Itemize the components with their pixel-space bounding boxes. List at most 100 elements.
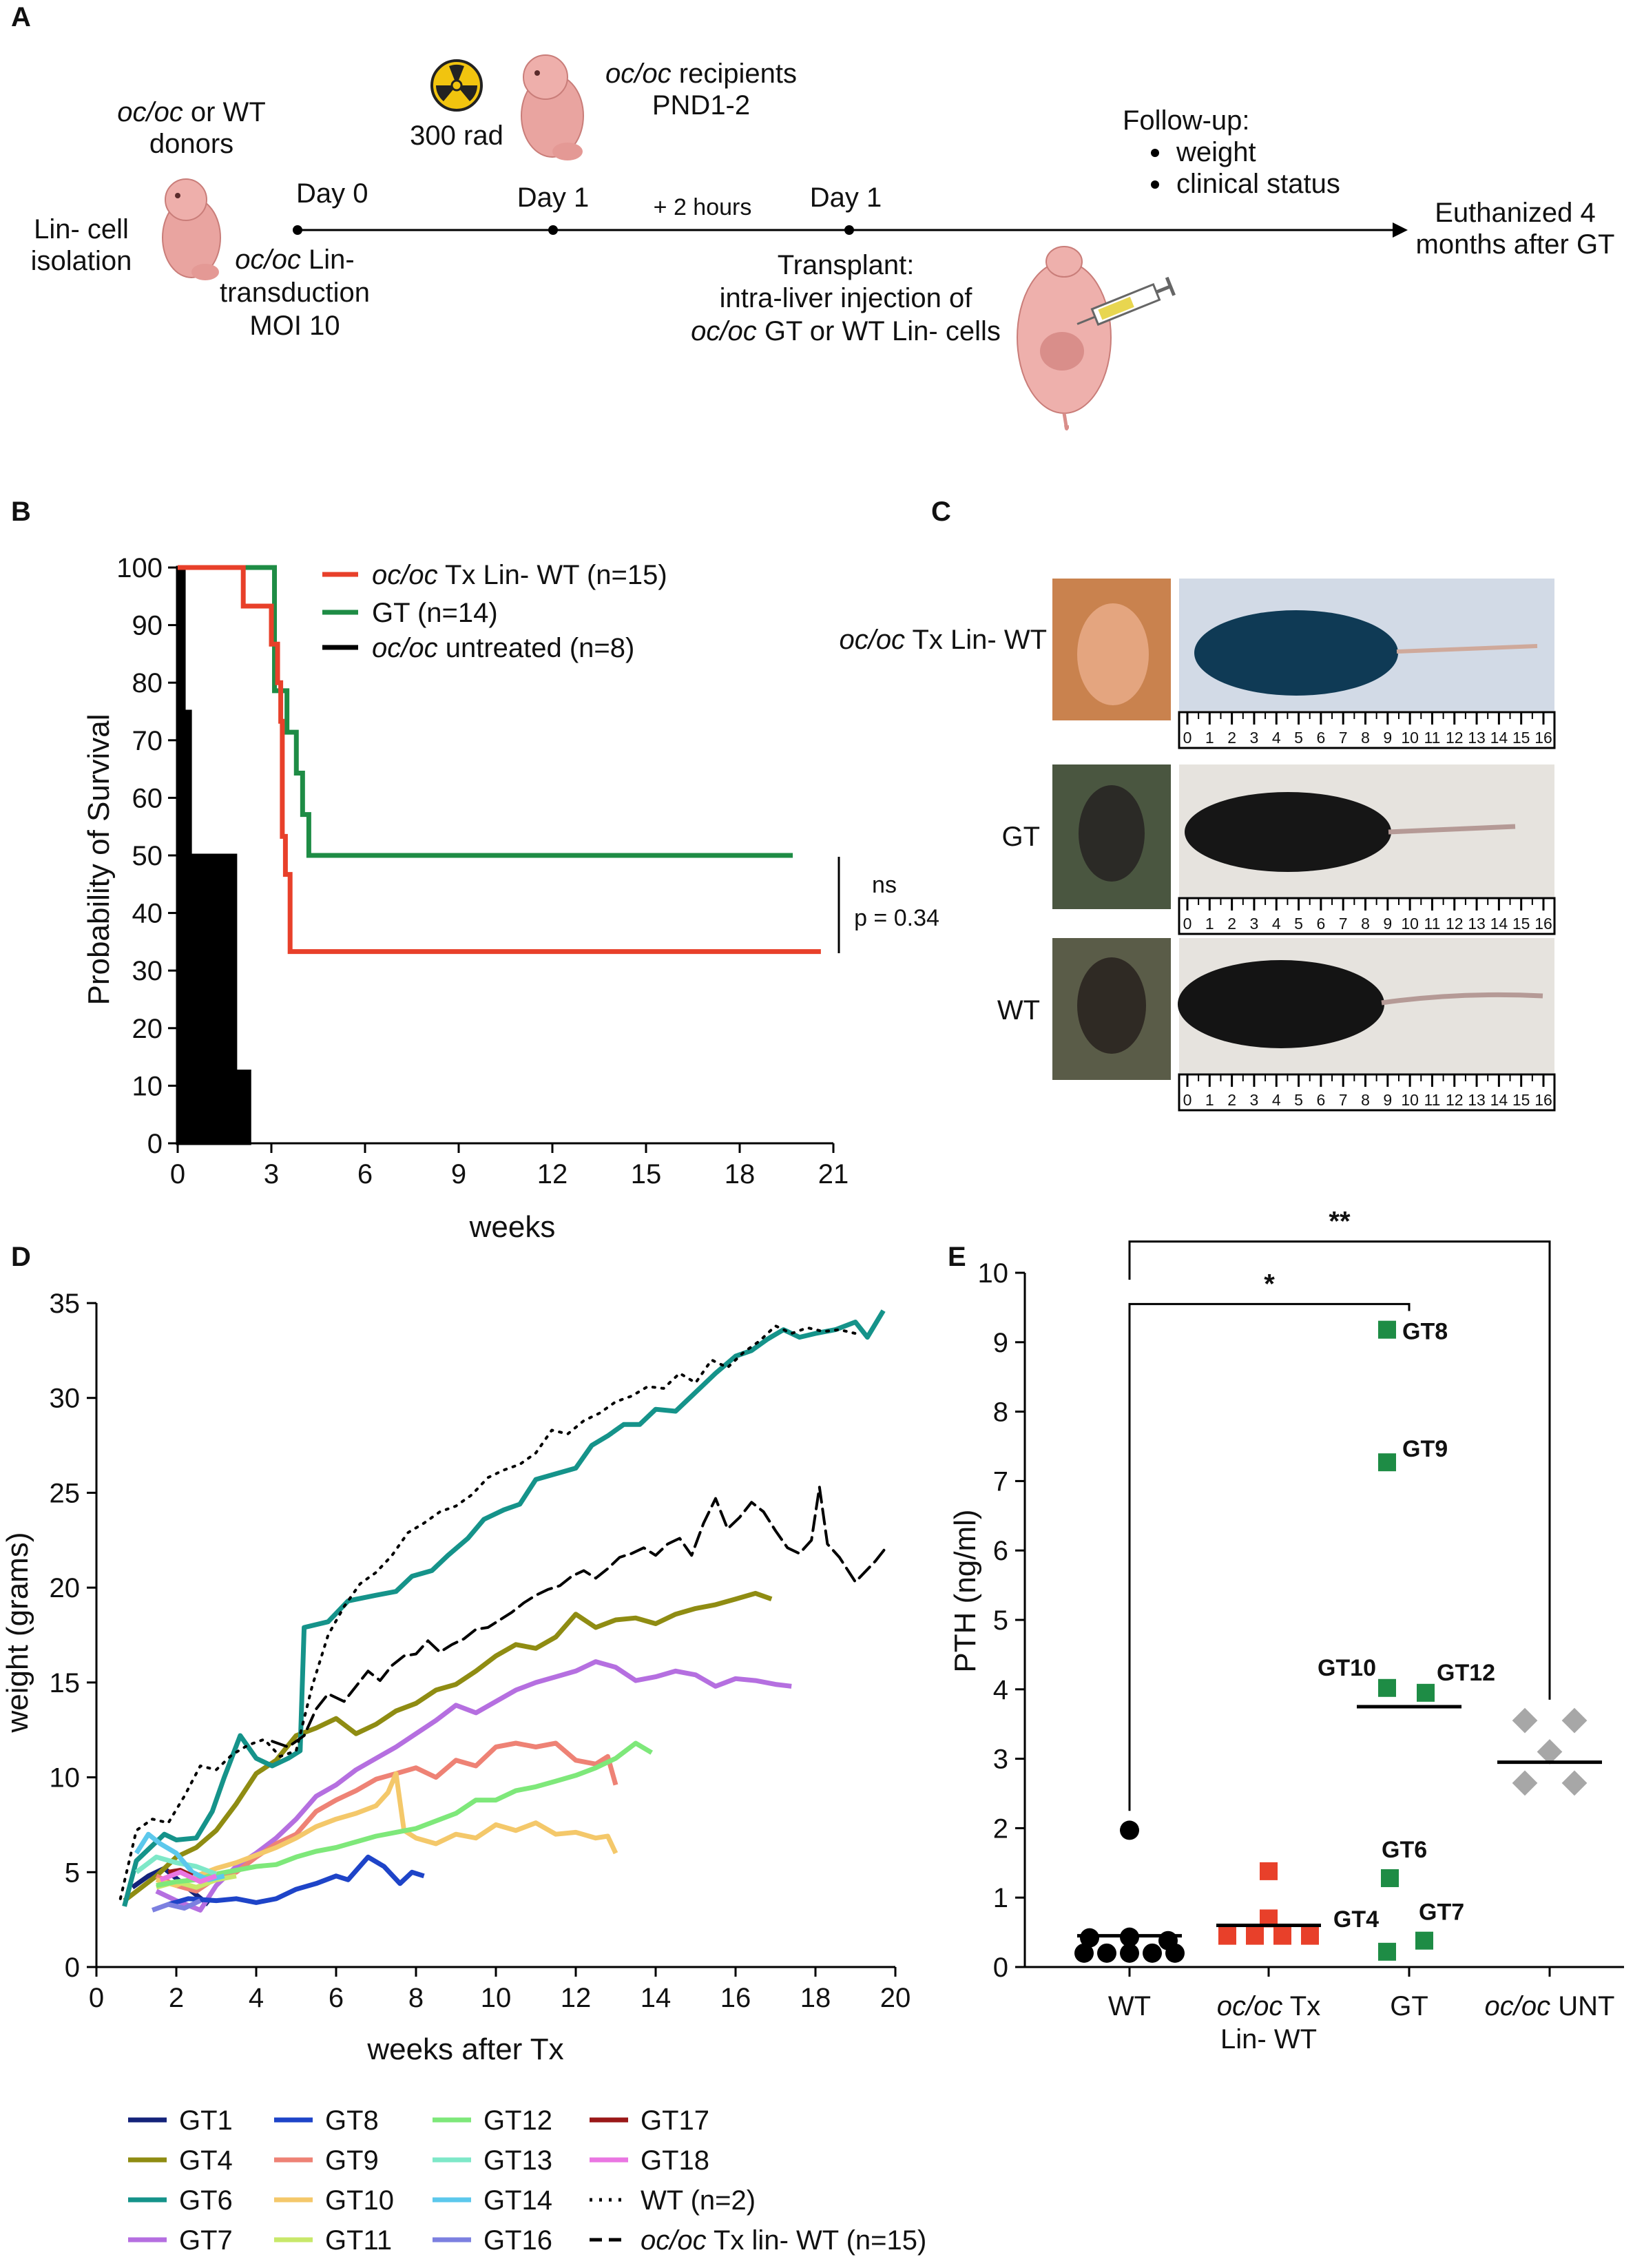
panel-a-letter: A <box>11 2 31 32</box>
lin-label-line1: Lin- cell <box>34 214 129 245</box>
survival-p-value: p = 0.34 <box>854 905 939 931</box>
pth-point-gt <box>1381 1869 1399 1887</box>
survival-x-tick-label: 15 <box>631 1159 662 1189</box>
weight-y-tick-label: 5 <box>65 1858 80 1888</box>
photo-ruler-label: 10 <box>1401 729 1419 747</box>
pth-y-axis-label: PTH (ng/ml) <box>948 1509 982 1672</box>
photo-ruler-label: 13 <box>1468 915 1486 933</box>
photo-ruler-label: 5 <box>1294 729 1303 747</box>
photo-ruler-label: 1 <box>1205 915 1214 933</box>
photo-body-oc-tx-mouse <box>1194 610 1398 696</box>
photo-ruler-label: 11 <box>1424 729 1440 747</box>
weight-y-tick-label: 25 <box>50 1478 81 1508</box>
weight-x-tick-label: 14 <box>641 1983 672 2013</box>
day1-label-b: Day 1 <box>810 183 882 213</box>
photo-row-label-1: oc/oc Tx Lin- WT <box>839 625 1047 655</box>
survival-curves <box>176 565 821 1145</box>
photo-ruler-label: 11 <box>1424 1091 1440 1109</box>
pth-point-gt <box>1417 1683 1435 1702</box>
pth-y-tick-label: 8 <box>993 1397 1008 1428</box>
survival-legend: oc/oc Tx Lin- WT (n=15) GT (n=14) oc/oc … <box>322 560 667 663</box>
weight-legend-label-gt16: GT16 <box>483 2225 552 2256</box>
weight-line-gt13 <box>134 1854 218 1877</box>
pth-y-tick-label: 7 <box>993 1466 1008 1497</box>
survival-y-tick-label: 50 <box>132 841 163 871</box>
survival-y-tick-label: 100 <box>116 553 163 583</box>
weight-line-oc-oc-tx-lin-wt-n-15 <box>271 1486 889 1749</box>
photo-ruler-label: 6 <box>1316 729 1325 747</box>
timeline-dot-day0 <box>293 225 302 235</box>
pth-group-label-oc-oc-tx: oc/oc Tx <box>1217 1991 1320 2021</box>
pth-y-tick-label: 1 <box>993 1883 1008 1913</box>
photo-row-label-3: WT <box>997 995 1040 1026</box>
transplant-label-line1: Transplant: <box>778 250 915 280</box>
weight-line-gt4 <box>123 1590 773 1903</box>
survival-line-gt-n-14 <box>178 565 793 858</box>
pth-y-tick-label: 6 <box>993 1536 1008 1566</box>
pth-point-oc-oc-unt <box>1537 1739 1563 1765</box>
transduction-label-line1: oc/oc Lin- <box>235 245 354 275</box>
plus-2-hours-label: + 2 hours <box>654 194 752 220</box>
weight-legend-label-gt10: GT10 <box>325 2185 394 2216</box>
followup-label: Follow-up: <box>1123 105 1250 136</box>
weight-legend-label-gt13: GT13 <box>483 2145 552 2176</box>
weight-legend-label-gt1: GT1 <box>179 2105 233 2136</box>
photo-ruler-label: 15 <box>1512 729 1530 747</box>
photo-ruler-label: 12 <box>1446 915 1464 933</box>
survival-x-tick-label: 12 <box>537 1159 568 1189</box>
transduction-label-line3: MOI 10 <box>249 311 340 341</box>
pth-group-label-wt: WT <box>1108 1991 1151 2021</box>
survival-y-tick-label: 20 <box>132 1014 163 1044</box>
pth-points: GT8 GT9 GT10 GT12 GT6 GT7 GT4 <box>1074 1319 1602 1963</box>
photo-face-oc-tx-head <box>1077 603 1149 705</box>
photo-body-wt-mouse <box>1178 960 1384 1048</box>
weight-line-wt-n-2 <box>118 1324 857 1900</box>
photo-ruler-label: 12 <box>1446 729 1464 747</box>
photo-ruler-label: 14 <box>1490 1091 1508 1109</box>
day1-label-a: Day 1 <box>517 183 590 213</box>
survival-y-tick-label: 30 <box>132 956 163 986</box>
survival-x-tick-label: 0 <box>170 1159 185 1189</box>
photo-ruler <box>1178 1073 1556 1112</box>
photo-ruler-label: 1 <box>1205 1091 1214 1109</box>
weight-y-tick-label: 30 <box>50 1384 81 1414</box>
pth-point-gt <box>1378 1453 1396 1472</box>
pth-point-label-gt9: GT9 <box>1402 1436 1448 1462</box>
donors-label-line1: oc/oc or WT <box>117 97 266 127</box>
photo-ruler <box>1178 897 1556 935</box>
pth-group-label-oc-oc-unt: oc/oc UNT <box>1485 1991 1615 2021</box>
pth-point-wt <box>1120 1820 1139 1840</box>
panel-c: C oc/oc Tx Lin- WT GT WT 0 1 2 3 4 5 6 7 8 9 10 11 1… <box>839 497 1556 1112</box>
photo-body-gt-mouse <box>1185 792 1391 872</box>
photo-ruler-label: 1 <box>1205 729 1214 747</box>
weight-x-tick-label: 6 <box>329 1983 344 2013</box>
pth-point-oc-oc-unt <box>1512 1707 1538 1734</box>
photo-ruler-label: 8 <box>1361 729 1370 747</box>
photo-ruler-label: 11 <box>1424 915 1440 933</box>
followup-item-clinical: clinical status <box>1176 169 1340 199</box>
weight-y-tick-label: 15 <box>50 1668 81 1698</box>
photo-ruler-label: 6 <box>1316 915 1325 933</box>
pth-significance-double-star: ** <box>1329 1207 1351 1237</box>
weight-line-gt12 <box>156 1740 653 1889</box>
recipients-label-line1: oc/oc recipients <box>605 59 797 89</box>
photo-body-oc-tx-tail <box>1396 644 1538 654</box>
weight-legend-label-gt11: GT11 <box>325 2225 392 2256</box>
panel-c-letter: C <box>931 497 951 527</box>
recipient-pup-icon <box>521 54 584 160</box>
pth-point-wt <box>1080 1928 1099 1948</box>
photo-ruler-label: 15 <box>1512 1091 1530 1109</box>
weight-x-tick-label: 20 <box>880 1983 911 2013</box>
weight-x-tick-label: 18 <box>800 1983 831 2013</box>
photo-ruler-label: 16 <box>1534 729 1552 747</box>
photo-ruler-label: 16 <box>1534 915 1552 933</box>
radiation-icon <box>430 59 483 112</box>
survival-line-oc-oc-tx-lin-wt-n-15 <box>178 565 821 955</box>
pth-point-oc-oc-unt <box>1561 1770 1588 1796</box>
weight-x-tick-label: 10 <box>481 1983 512 2013</box>
weight-y-tick-label: 10 <box>50 1763 81 1793</box>
timeline-arrowhead <box>1393 222 1408 238</box>
pth-bracket-wt-gt <box>1128 1302 1411 1811</box>
photo-ruler-label: 13 <box>1468 1091 1486 1109</box>
